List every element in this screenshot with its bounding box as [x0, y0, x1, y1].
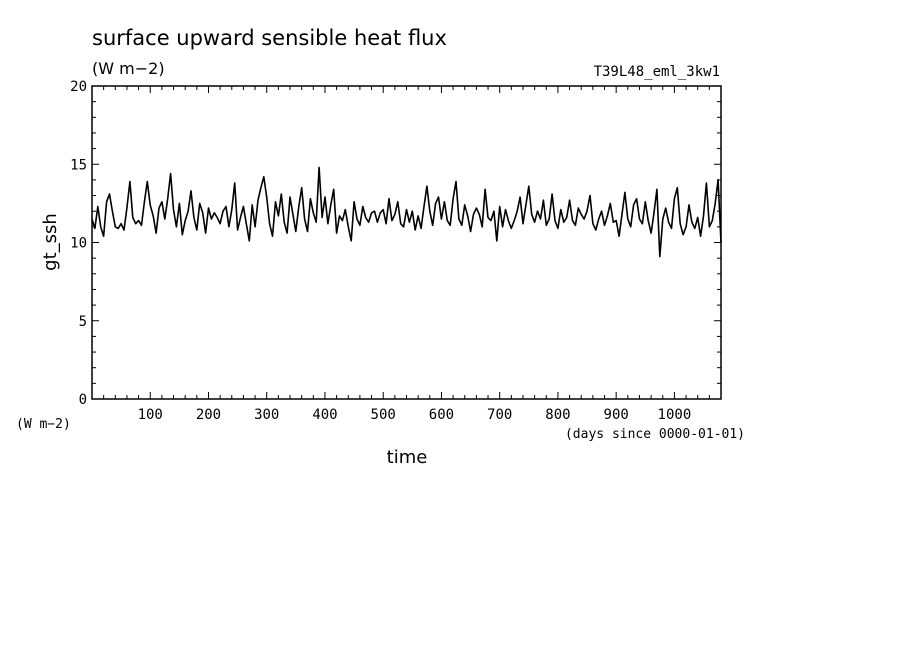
- x-tick-label: 600: [429, 407, 454, 423]
- y-axis-label: gt_ssh: [40, 213, 61, 271]
- x-tick-label: 200: [196, 407, 221, 423]
- y-tick-label: 20: [70, 79, 87, 95]
- x-axis-label: time: [387, 447, 428, 468]
- plot-frame: [91, 85, 722, 400]
- y-tick-label: 10: [70, 236, 87, 252]
- x-tick-label: 700: [487, 407, 512, 423]
- x-tick-label: 100: [138, 407, 163, 423]
- y-axis-units: (W m−2): [16, 417, 71, 432]
- series-line: [91, 166, 722, 258]
- run-label: T39L48_eml_3kw1: [594, 64, 720, 80]
- chart-title-units: (W m−2): [92, 59, 165, 78]
- x-tick-label: 1000: [658, 407, 692, 423]
- x-tick-label: 300: [254, 407, 279, 423]
- x-tick-label: 400: [312, 407, 337, 423]
- y-tick-label: 5: [79, 314, 87, 330]
- chart-title: surface upward sensible heat flux: [92, 26, 447, 50]
- y-tick-label: 15: [70, 157, 87, 173]
- y-tick-label: 0: [79, 392, 87, 408]
- x-tick-label: 800: [545, 407, 570, 423]
- x-tick-label: 500: [371, 407, 396, 423]
- axis-ticks: [92, 85, 721, 400]
- x-tick-label: 900: [604, 407, 629, 423]
- x-axis-units: (days since 0000-01-01): [565, 427, 745, 442]
- y-tick-labels: 0 5 10 15 20: [70, 79, 87, 408]
- x-tick-labels: 100 200 300 400 500 600 700 800 900 1000: [138, 407, 692, 423]
